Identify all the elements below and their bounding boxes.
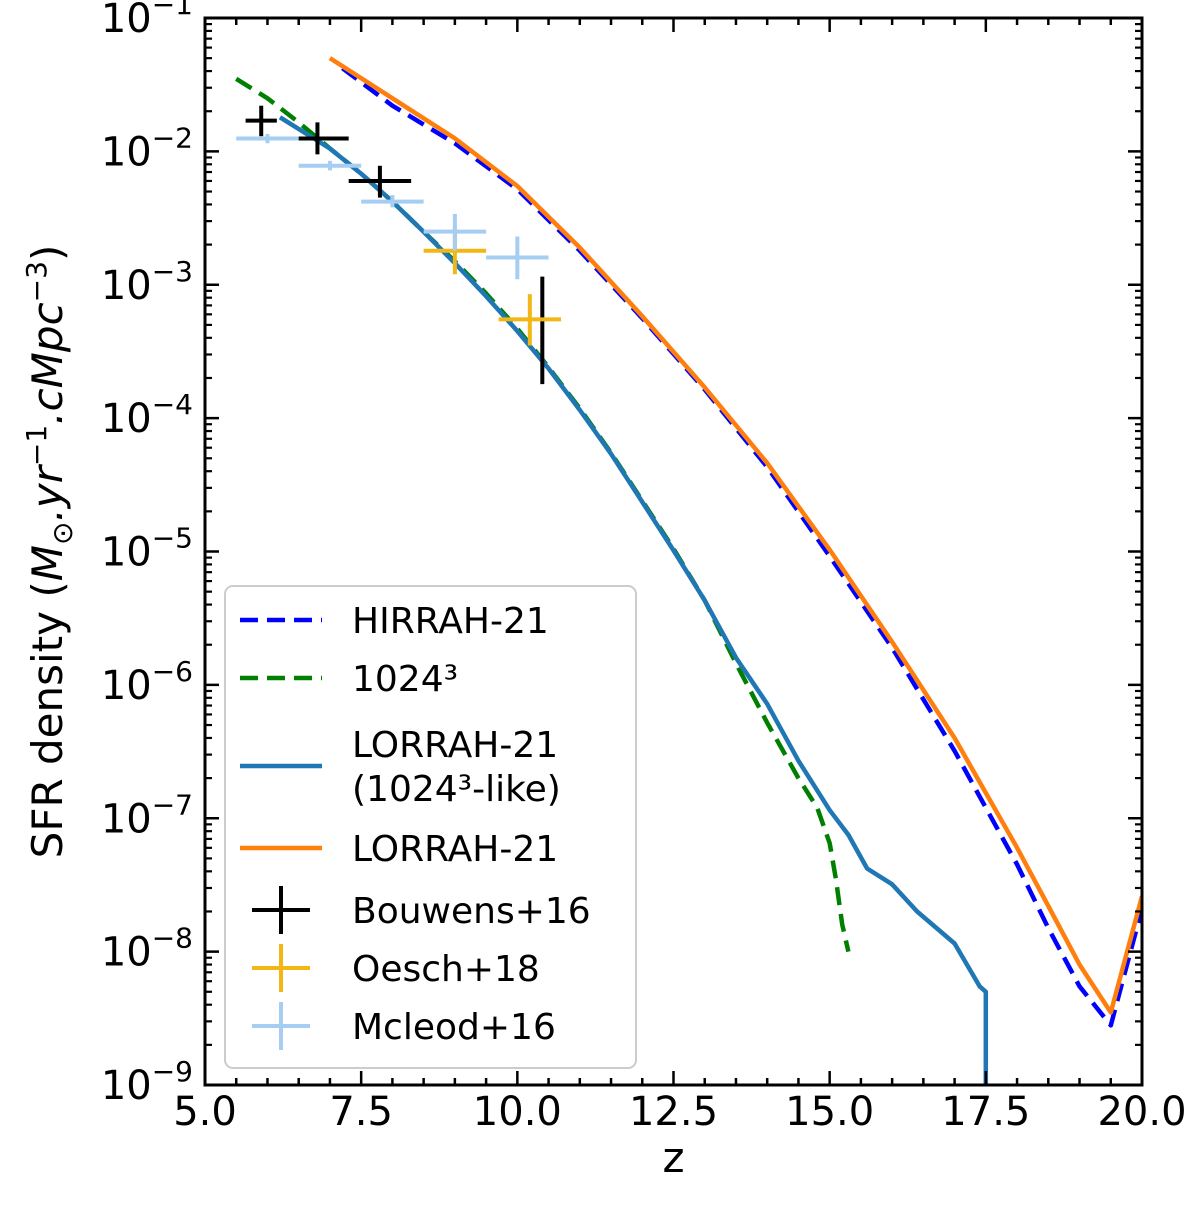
y-tick-label: 10−3 <box>101 255 193 309</box>
observations-group <box>236 105 562 385</box>
legend-label: (1024³-like) <box>352 769 561 810</box>
x-axis-label: z <box>662 1133 684 1182</box>
series-line-3 <box>328 56 1142 1015</box>
legend: HIRRAH-211024³LORRAH-21(1024³-like)LORRA… <box>224 585 637 1069</box>
legend-entry-4: Bouwens+16 <box>252 886 591 934</box>
obs-point-1-1 <box>498 294 562 346</box>
x-tick-label: 5.0 <box>173 1089 237 1135</box>
obs-point-2-2 <box>361 195 424 208</box>
x-tick-label: 17.5 <box>941 1089 1030 1135</box>
obs-point-2-3 <box>423 213 487 251</box>
y-ticks: 10−9 10−8 10−7 10−6 10−5 10−4 10−3 10−2 10−1 <box>101 0 1142 1109</box>
legend-entry-6: Mcleod+16 <box>252 1002 556 1050</box>
obs-point-0-0 <box>245 105 277 137</box>
y-tick-label: 10−4 <box>101 388 193 442</box>
series-line-0 <box>341 66 1142 1028</box>
legend-label: Oesch+18 <box>352 949 540 990</box>
y-tick-label: 10−6 <box>101 655 193 709</box>
y-tick-label: 10−9 <box>101 1055 193 1109</box>
legend-label: HIRRAH-21 <box>352 601 549 642</box>
y-tick-label: 10−2 <box>101 121 193 175</box>
legend-entry-2: LORRAH-21(1024³-like) <box>240 725 561 810</box>
obs-point-0-2 <box>348 165 412 198</box>
x-tick-label: 20.0 <box>1097 1089 1186 1135</box>
obs-point-2-0 <box>236 133 299 144</box>
y-tick-label: 10−7 <box>101 788 193 842</box>
legend-label: LORRAH-21 <box>352 829 558 870</box>
legend-entry-3: LORRAH-21 <box>240 829 558 870</box>
legend-label: LORRAH-21 <box>352 725 558 766</box>
obs-point-2-1 <box>298 160 362 171</box>
x-tick-label: 10.0 <box>473 1089 562 1135</box>
legend-entry-1: 1024³ <box>240 659 458 700</box>
legend-entry-0: HIRRAH-21 <box>240 601 549 642</box>
y-tick-label: 10−8 <box>101 922 193 976</box>
x-tick-label: 12.5 <box>629 1089 718 1135</box>
legend-box <box>224 585 637 1069</box>
legend-label: 1024³ <box>352 659 458 700</box>
x-tick-label: 15.0 <box>785 1089 874 1135</box>
series-line-2 <box>278 115 989 1085</box>
legend-entry-5: Oesch+18 <box>252 944 540 992</box>
x-ticks: 5.0 7.5 10.0 12.5 15.0 17.5 20.0 <box>173 18 1187 1135</box>
series-group <box>235 56 1142 1085</box>
y-tick-label: 10−1 <box>101 0 193 42</box>
y-axis-label: SFR density (M⊙.yr−1.cMpc−3) <box>20 245 79 859</box>
legend-label: Mcleod+16 <box>352 1007 556 1048</box>
x-tick-label: 7.5 <box>329 1089 393 1135</box>
obs-point-2-4 <box>486 236 549 280</box>
y-tick-label: 10−5 <box>101 522 193 576</box>
legend-label: Bouwens+16 <box>352 891 591 932</box>
